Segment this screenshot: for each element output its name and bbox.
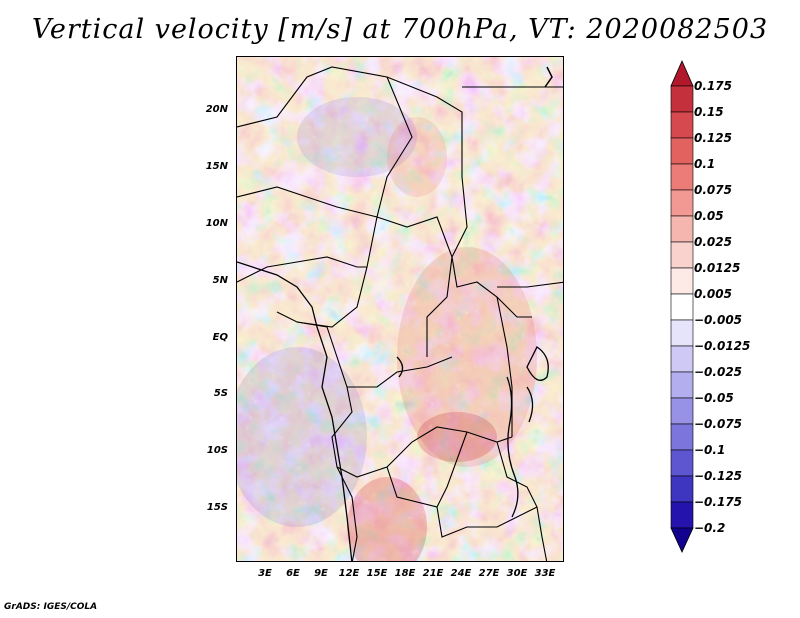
- lon-label: 9E: [314, 568, 328, 579]
- colorbar-box: [670, 449, 694, 477]
- colorbar-level-label: 0.1: [694, 157, 716, 171]
- colorbar-level-label: 0.15: [694, 105, 724, 119]
- lon-label: 27E: [478, 568, 500, 579]
- colorbar-level-label: 0.075: [694, 183, 732, 197]
- lat-label: 15N: [205, 161, 228, 172]
- lat-label: 20N: [205, 104, 228, 115]
- colorbar-box: [670, 189, 694, 217]
- grads-credit: GrADS: IGES/COLA: [4, 602, 98, 612]
- colorbar-level-label: 0.125: [694, 131, 732, 145]
- lat-label: 5N: [212, 275, 228, 286]
- lon-label: 24E: [450, 568, 472, 579]
- colorbar-box: [670, 163, 694, 191]
- colorbar-level-label: −0.025: [694, 365, 743, 379]
- velocity-field-map: [237, 57, 563, 561]
- colorbar-level-label: −0.075: [694, 417, 743, 431]
- colorbar-box: [670, 319, 694, 347]
- colorbar-level-label: −0.1: [694, 443, 726, 457]
- lat-label: 10N: [205, 218, 228, 229]
- colorbar-level-label: −0.0125: [694, 339, 751, 353]
- colorbar-level-label: −0.05: [694, 391, 734, 405]
- colorbar-box: [670, 293, 694, 321]
- colorbar-box: [670, 215, 694, 243]
- lon-label: 21E: [422, 568, 444, 579]
- colorbar-box: [670, 423, 694, 451]
- colorbar-level-label: 0.175: [694, 79, 732, 93]
- colorbar-level-label: 0.025: [694, 235, 732, 249]
- colorbar-box: [670, 371, 694, 399]
- colorbar-box: [670, 501, 694, 529]
- colorbar-level-label: 0.05: [694, 209, 724, 223]
- lat-label: EQ: [212, 332, 228, 343]
- lon-label: 30E: [506, 568, 528, 579]
- lon-label: 3E: [258, 568, 272, 579]
- lon-label: 15E: [366, 568, 388, 579]
- colorbar-level-label: −0.125: [694, 469, 743, 483]
- colorbar-arrow-bottom: [670, 527, 694, 553]
- chart-title: Vertical velocity [m/s] at 700hPa, VT: 2…: [31, 14, 769, 45]
- colorbar-box: [670, 85, 694, 113]
- colorbar-box: [670, 345, 694, 373]
- colorbar-box: [670, 111, 694, 139]
- colorbar-level-label: 0.0125: [694, 261, 741, 275]
- colorbar-level-label: 0.005: [694, 287, 732, 301]
- colorbar-level-label: −0.005: [694, 313, 743, 327]
- colorbar-box: [670, 397, 694, 425]
- lon-label: 18E: [394, 568, 416, 579]
- lon-label: 33E: [534, 568, 556, 579]
- colorbar: [670, 60, 694, 553]
- colorbar-box: [670, 267, 694, 295]
- colorbar-box: [670, 137, 694, 165]
- lon-label: 6E: [286, 568, 300, 579]
- lon-label: 12E: [338, 568, 360, 579]
- colorbar-box: [670, 475, 694, 503]
- colorbar-box: [670, 241, 694, 269]
- colorbar-level-label: −0.2: [694, 521, 726, 535]
- map-panel: [236, 56, 564, 562]
- lat-label: 15S: [206, 502, 228, 513]
- colorbar-arrow-top: [670, 60, 694, 87]
- lat-label: 10S: [206, 445, 228, 456]
- lat-label: 5S: [213, 388, 228, 399]
- colorbar-level-label: −0.175: [694, 495, 743, 509]
